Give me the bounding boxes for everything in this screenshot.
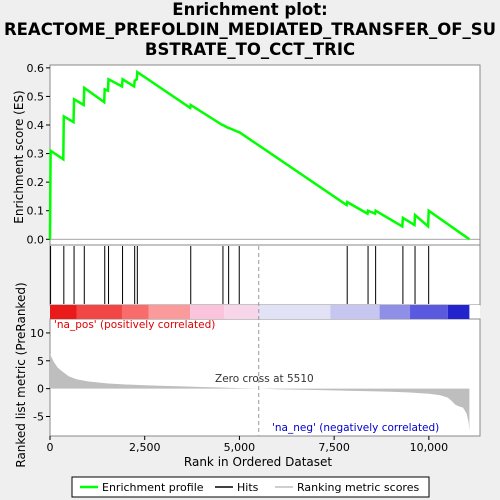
neg-label: 'na_neg' (negatively correlated) [272, 422, 439, 434]
x-tick-label: 5,000 [224, 441, 256, 454]
es-y-tick-label: 0.6 [27, 62, 45, 75]
es-axis-title: Enrichment score (ES) [12, 90, 26, 223]
heatmap-segment [148, 305, 191, 319]
es-curve [48, 69, 471, 241]
metric-y-tick-label: -5 [33, 411, 44, 424]
heatmap-segment [258, 305, 331, 319]
x-tick-label: 7,500 [318, 441, 350, 454]
metric-y-tick-label: 0 [37, 383, 44, 396]
heatmap-segment [224, 305, 259, 319]
heatmap-segment [121, 305, 149, 319]
legend-hits-label: Hits [237, 481, 259, 494]
metric-y-tick-label: 10 [30, 327, 44, 340]
es-y-tick-label: 0.5 [27, 90, 45, 103]
legend-metric-label: Ranking metric scores [297, 481, 419, 494]
title-line-1: Enrichment plot: [172, 0, 328, 19]
heatmap-segment [330, 305, 380, 319]
x-tick-label: 0 [47, 441, 54, 454]
hit-markers [50, 246, 430, 304]
x-tick-label: 2,500 [129, 441, 161, 454]
es-y-tick-label: 0.3 [27, 148, 45, 161]
es-y-tick-label: 0.4 [27, 119, 45, 132]
legend: Enrichment profile Hits Ranking metric s… [71, 476, 430, 498]
metric-y-tick-label: 5 [37, 355, 44, 368]
x-axis-title: Rank in Ordered Dataset [184, 455, 332, 469]
zero-cross-label: Zero cross at 5510 [215, 373, 314, 385]
x-tick-label: 10,000 [410, 441, 449, 454]
title-line-2: REACTOME_PREFOLDIN_MEDIATED_TRANSFER_OF_… [3, 20, 497, 39]
heatmap-segment [50, 305, 77, 319]
heatmap-segment [409, 305, 448, 319]
es-axis: 0.0 0.1 0.2 0.3 0.4 0.5 0.6 [27, 62, 480, 246]
metric-axis-title: Ranked list metric (PreRanked) [14, 282, 28, 467]
chart-title: Enrichment plot: REACTOME_PREFOLDIN_MEDI… [0, 0, 500, 60]
pos-label: 'na_pos' (positively correlated) [54, 319, 215, 331]
heatmap-segment [190, 305, 225, 319]
es-panel [49, 64, 481, 246]
title-line-3: BSTRATE_TO_CCT_TRIC [144, 40, 356, 59]
metric-panel [49, 318, 481, 437]
heatmap-segment [379, 305, 410, 319]
rank-heatmap-strip [50, 305, 470, 319]
legend-es-label: Enrichment profile [102, 481, 204, 494]
legend-box [71, 476, 430, 498]
heatmap-segment [447, 305, 470, 319]
heatmap-segment [76, 305, 122, 319]
es-y-tick-label: 0.2 [27, 176, 45, 189]
es-y-tick-label: 0.1 [27, 205, 45, 218]
es-y-tick-label: 0.0 [27, 233, 45, 246]
metric-axis: -5 0 5 10 0 2,500 5,000 7,500 10,000 [30, 327, 448, 454]
